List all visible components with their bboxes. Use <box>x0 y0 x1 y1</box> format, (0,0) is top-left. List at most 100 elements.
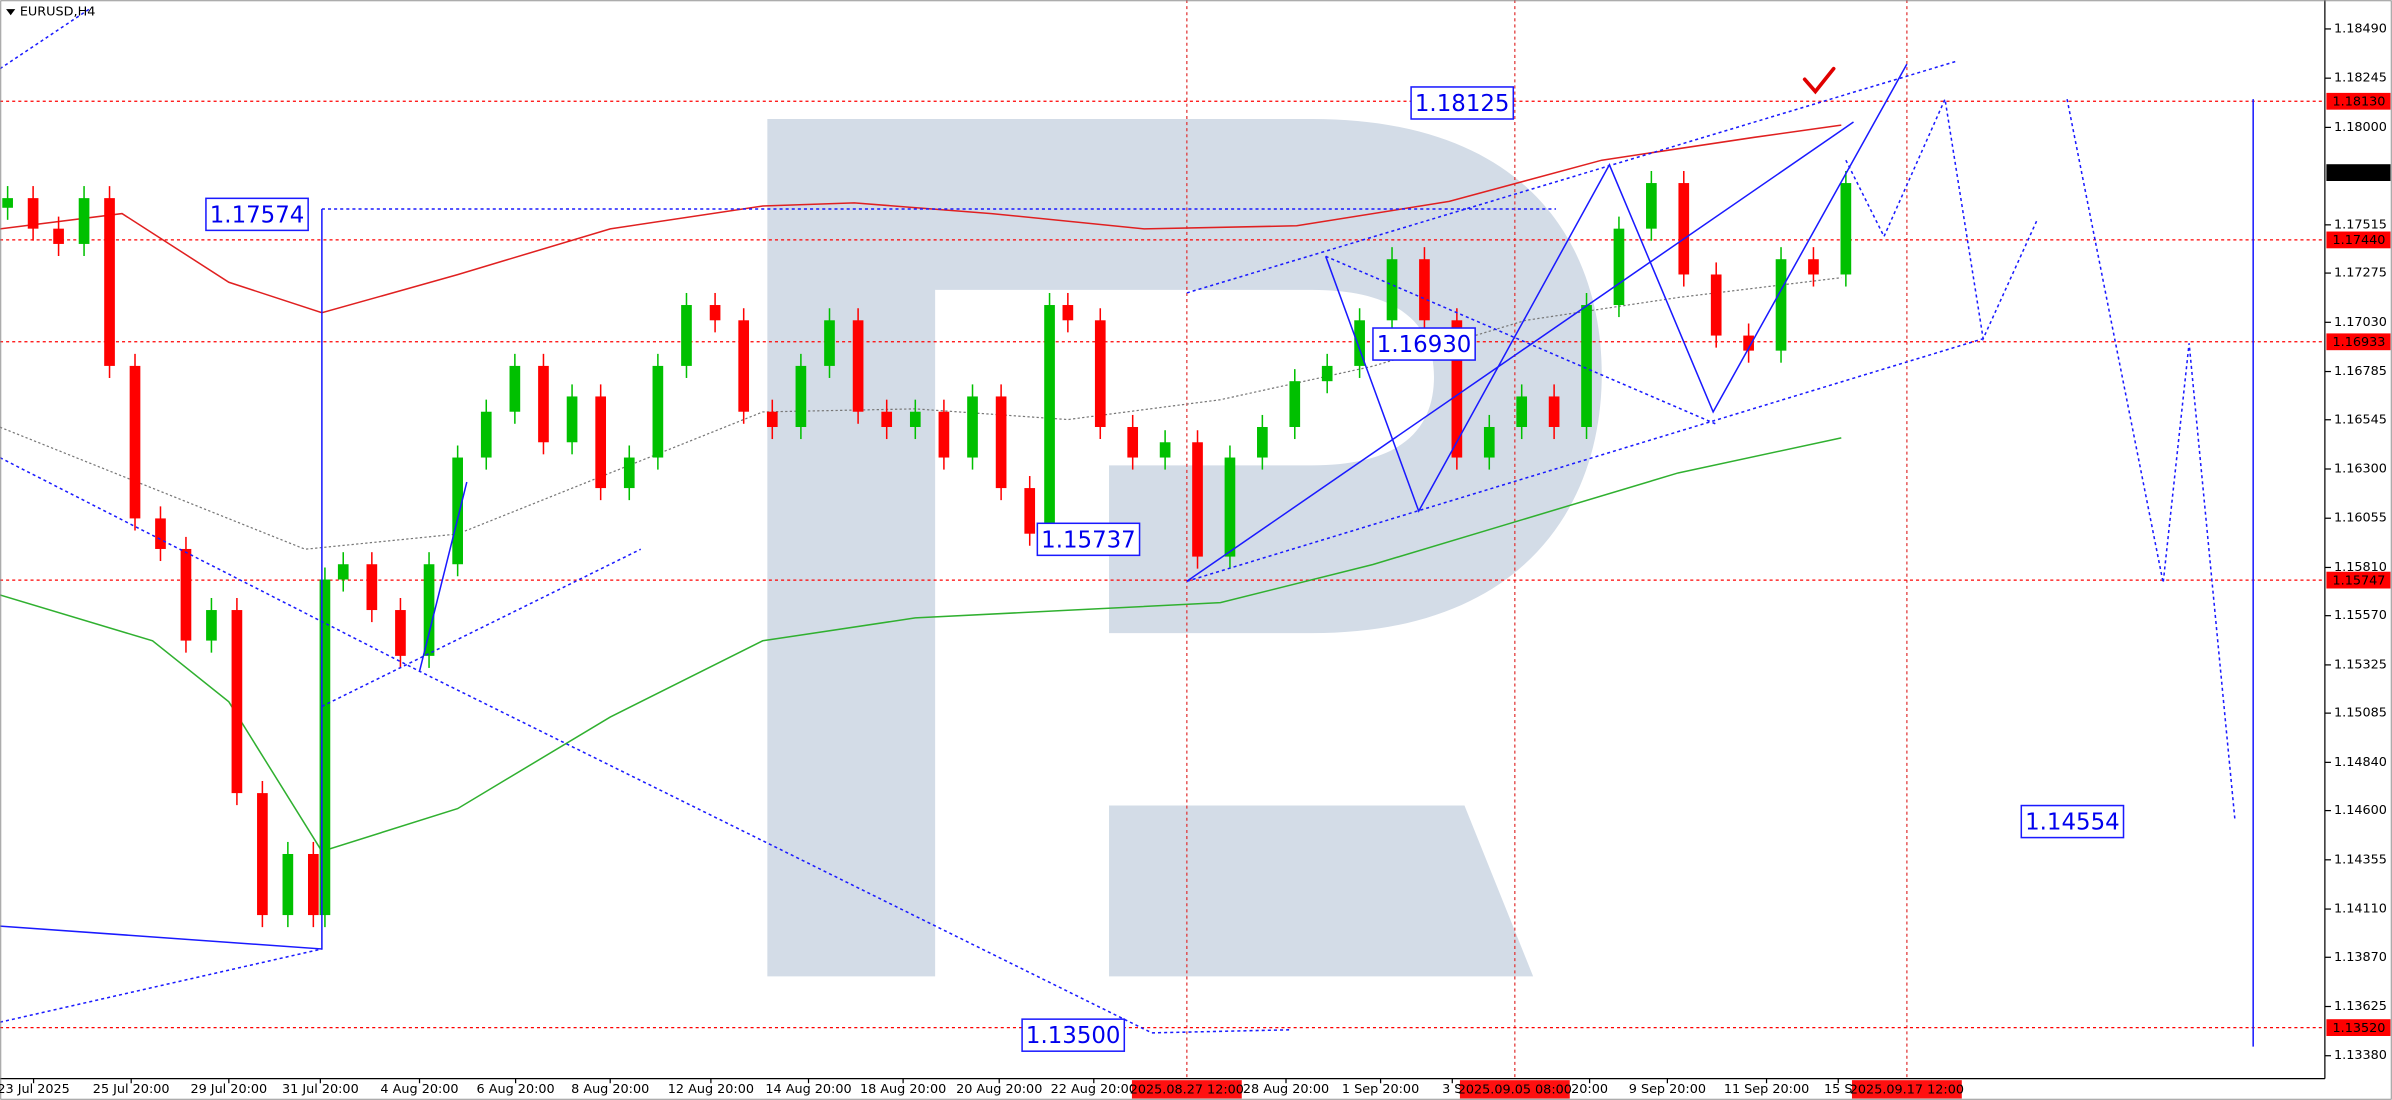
level-label-box <box>2326 1019 2391 1036</box>
y-tick-label: 1.16785 <box>2334 364 2387 379</box>
trend-line <box>1186 121 1854 582</box>
annotation-label: 1.13500 <box>1026 1023 1121 1049</box>
x-tick-label: 14 Aug 20:00 <box>765 1082 851 1097</box>
dotted-trend <box>321 548 642 708</box>
forecast-path <box>2066 99 2236 820</box>
candle-body <box>423 564 435 656</box>
x-tick-label: 18 Aug 20:00 <box>860 1082 946 1097</box>
candle-body <box>1516 396 1528 427</box>
level-label-box <box>2326 92 2391 110</box>
candle-body <box>566 396 578 443</box>
annotation-label: 1.18125 <box>1415 91 1510 117</box>
candle-body <box>104 198 115 366</box>
candle-body <box>1044 305 1055 534</box>
level-label: 1.15747 <box>2333 573 2386 588</box>
price-label-box <box>2326 164 2391 181</box>
annotation-box <box>1410 86 1515 120</box>
y-tick-label: 1.18490 <box>2334 21 2387 36</box>
y-tick-label: 1.15570 <box>2334 608 2387 623</box>
trend-line <box>418 481 468 672</box>
candle-body <box>129 365 141 519</box>
candle-body <box>1159 442 1171 458</box>
annotation-box <box>2020 804 2125 839</box>
dotted-trend <box>0 948 323 1023</box>
trend-line <box>1324 63 1908 513</box>
candle-body <box>623 457 635 489</box>
candle-body <box>538 365 549 443</box>
candle-body <box>595 396 607 489</box>
x-tick-label: 1 Sep 20:00 <box>1342 1082 1419 1097</box>
level-label-box <box>2326 231 2391 249</box>
x-tick-label: 15 S <box>1824 1082 1852 1097</box>
time-marker-label: 2025.08.27 12:00 <box>1130 1083 1244 1098</box>
candle-body <box>180 548 192 641</box>
y-tick-label: 1.16055 <box>2334 511 2387 526</box>
time-marker-box <box>1131 1080 1242 1099</box>
x-tick-label: 31 Jul 20:00 <box>282 1082 359 1097</box>
dotted-trend <box>1325 255 1717 425</box>
candle-body <box>738 320 750 412</box>
candle-body <box>452 457 463 565</box>
candle-body <box>1354 320 1365 366</box>
candle-body <box>681 305 692 366</box>
candle-body <box>257 793 268 916</box>
candle-body <box>395 610 406 656</box>
y-tick-label: 1.17030 <box>2334 315 2387 330</box>
candle-body <box>206 610 217 641</box>
time-marker-box <box>1459 1080 1570 1099</box>
candle-body <box>1548 396 1560 427</box>
candle-body <box>337 564 349 580</box>
dotted-trend <box>0 457 1290 1034</box>
y-tick-label: 1.18245 <box>2334 71 2387 86</box>
x-tick-label: 9 Sep 20:00 <box>1629 1082 1706 1097</box>
annotation-box <box>1036 522 1141 557</box>
price-label: 1.17775 <box>2333 166 2386 181</box>
chart-title: EURUSD,H4 <box>20 5 96 20</box>
x-tick-label: 11 Sep 20:00 <box>1724 1082 1809 1097</box>
candle-body <box>652 365 664 458</box>
candle-body <box>1678 183 1690 275</box>
candle-body <box>366 564 378 611</box>
overlay-layer <box>0 0 2325 1079</box>
moving-average-red <box>0 124 1842 314</box>
candles <box>2 170 1852 928</box>
candle-body <box>795 365 807 427</box>
candle-body <box>155 518 166 549</box>
x-tick-label: 22 Aug 20:00 <box>1051 1082 1137 1097</box>
candle-body <box>1775 259 1787 351</box>
candle-body <box>995 396 1007 489</box>
forecast-path <box>1845 96 2038 342</box>
x-tick-label: 6 Aug 20:00 <box>477 1082 555 1097</box>
y-tick-label: 1.15325 <box>2334 657 2387 672</box>
watermark-logo <box>767 119 1602 977</box>
candle-body <box>308 853 319 916</box>
y-tick-label: 1.15810 <box>2334 560 2387 575</box>
x-tick-label: 3 S <box>1442 1082 1462 1097</box>
y-tick-label: 1.13870 <box>2334 950 2387 965</box>
forecast-layer <box>0 6 2254 1047</box>
y-tick-label: 1.14110 <box>2334 902 2387 917</box>
candle-body <box>938 411 950 458</box>
candle-body <box>1613 228 1625 306</box>
candle-body <box>27 198 39 229</box>
annotation-label: 1.15737 <box>1041 527 1136 553</box>
candle-body <box>53 228 64 244</box>
candle-body <box>282 853 294 916</box>
annotation-box <box>1021 1018 1126 1052</box>
y-tick-label: 1.13625 <box>2334 999 2387 1014</box>
level-label-box <box>2326 571 2391 589</box>
candle-body <box>480 411 492 458</box>
candle-body <box>78 198 90 244</box>
annotation-box <box>1372 327 1476 361</box>
annotation-box <box>205 197 309 232</box>
candle-body <box>2 198 13 208</box>
x-tick-label: 8 Aug 20:00 <box>571 1082 649 1097</box>
y-tick-label: 1.18000 <box>2334 120 2387 135</box>
candle-body <box>1840 183 1852 275</box>
x-tick-label: 12 Aug 20:00 <box>668 1082 754 1097</box>
time-marker-box <box>1851 1080 1962 1099</box>
x-tick-label: 29 Jul 20:00 <box>190 1082 267 1097</box>
candle-body <box>1062 305 1074 321</box>
candle-body <box>1257 426 1268 458</box>
